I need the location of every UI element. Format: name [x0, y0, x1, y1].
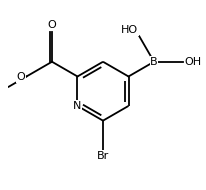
- Text: Br: Br: [97, 151, 109, 161]
- Text: O: O: [17, 72, 26, 82]
- Text: O: O: [48, 20, 56, 30]
- Text: N: N: [73, 101, 82, 111]
- Text: OH: OH: [184, 57, 201, 67]
- Text: B: B: [150, 57, 158, 67]
- Text: HO: HO: [121, 25, 138, 35]
